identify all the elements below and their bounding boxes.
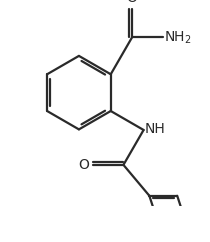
Text: NH: NH — [145, 122, 165, 136]
Text: O: O — [127, 0, 138, 5]
Text: NH$_2$: NH$_2$ — [164, 29, 192, 45]
Text: O: O — [78, 158, 89, 172]
